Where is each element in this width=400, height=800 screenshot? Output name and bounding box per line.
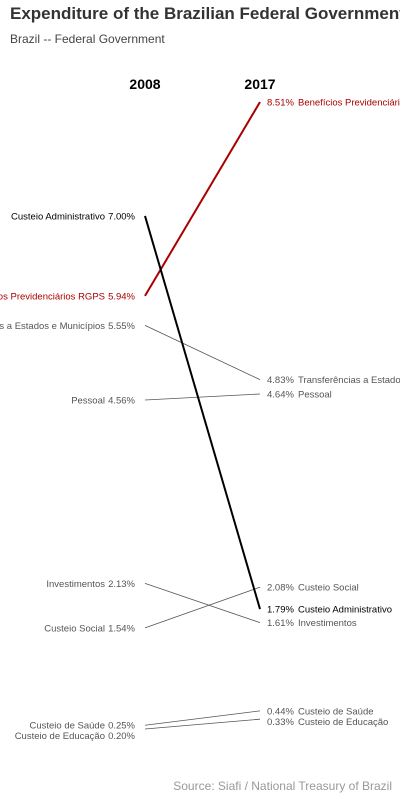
- series-line-custeio-social: [144, 586, 261, 629]
- value-label-end-pessoal: 4.64%: [267, 389, 294, 400]
- series-label-start-custeio-social: Custeio Social: [44, 623, 105, 634]
- series-label-end-custeio-de-saude: Custeio de Saúde: [298, 706, 374, 717]
- value-label-end-custeio-de-educacao: 0.33%: [267, 717, 294, 728]
- value-label-end-custeio-de-saude: 0.44%: [267, 706, 294, 717]
- value-label-start-custeio-de-saude: 0.25%: [108, 721, 135, 732]
- series-label-start-custeio-administrativo: Custeio Administrativo: [11, 211, 105, 222]
- series-label-start-custeio-de-educacao: Custeio de Educação: [15, 731, 105, 742]
- year-label-end: 2017: [244, 76, 275, 92]
- value-label-start-custeio-administrativo: 7.00%: [108, 211, 135, 222]
- series-label-start-transferencias-a-estados-e-municipios: Transferências a Estados e Municípios: [0, 321, 105, 332]
- chart-source: Source: Siafi / National Treasury of Bra…: [173, 779, 392, 793]
- value-label-end-investimentos: 1.61%: [267, 618, 294, 629]
- series-line-custeio-administrativo: [144, 215, 261, 610]
- value-label-start-investimentos: 2.13%: [108, 579, 135, 590]
- value-label-start-beneficios-previdenciarios-rgps: 5.94%: [108, 291, 135, 302]
- value-label-start-transferencias-a-estados-e-municipios: 5.55%: [108, 321, 135, 332]
- chart-title: Expenditure of the Brazilian Federal Gov…: [10, 4, 400, 23]
- value-label-start-custeio-social: 1.54%: [108, 623, 135, 634]
- series-label-end-custeio-administrativo: Custeio Administrativo: [298, 605, 392, 616]
- series-label-end-custeio-de-educacao: Custeio de Educação: [298, 717, 388, 728]
- series-label-start-pessoal: Pessoal: [71, 396, 105, 407]
- series-label-end-investimentos: Investimentos: [298, 618, 357, 629]
- series-line-custeio-de-saude: [144, 710, 261, 726]
- series-label-start-beneficios-previdenciarios-rgps: Benefícios Previdenciários RGPS: [0, 291, 105, 302]
- value-label-end-transferencias-a-estados-e-municipios: 4.83%: [267, 375, 294, 386]
- series-line-beneficios-previdenciarios-rgps: [144, 101, 261, 297]
- series-label-end-custeio-social: Custeio Social: [298, 583, 359, 594]
- series-label-start-investimentos: Investimentos: [46, 579, 105, 590]
- value-label-start-custeio-de-educacao: 0.20%: [108, 731, 135, 742]
- series-line-investimentos: [144, 583, 261, 623]
- chart-subtitle: Brazil -- Federal Government: [10, 32, 165, 46]
- series-label-end-pessoal: Pessoal: [298, 389, 332, 400]
- series-label-end-beneficios-previdenciarios-rgps: Benefícios Previdenciários RGPS: [298, 98, 400, 109]
- value-label-end-custeio-administrativo: 1.79%: [267, 605, 294, 616]
- series-line-pessoal: [144, 393, 261, 401]
- year-label-start: 2008: [129, 76, 160, 92]
- series-label-end-transferencias-a-estados-e-municipios: Transferências a Estados e Municípios: [298, 375, 400, 386]
- value-label-end-custeio-social: 2.08%: [267, 583, 294, 594]
- series-line-transferencias-a-estados-e-municipios: [144, 324, 261, 381]
- series-label-start-custeio-de-saude: Custeio de Saúde: [29, 721, 105, 732]
- value-label-end-beneficios-previdenciarios-rgps: 8.51%: [267, 98, 294, 109]
- value-label-start-pessoal: 4.56%: [108, 396, 135, 407]
- series-line-custeio-de-educacao: [144, 718, 261, 730]
